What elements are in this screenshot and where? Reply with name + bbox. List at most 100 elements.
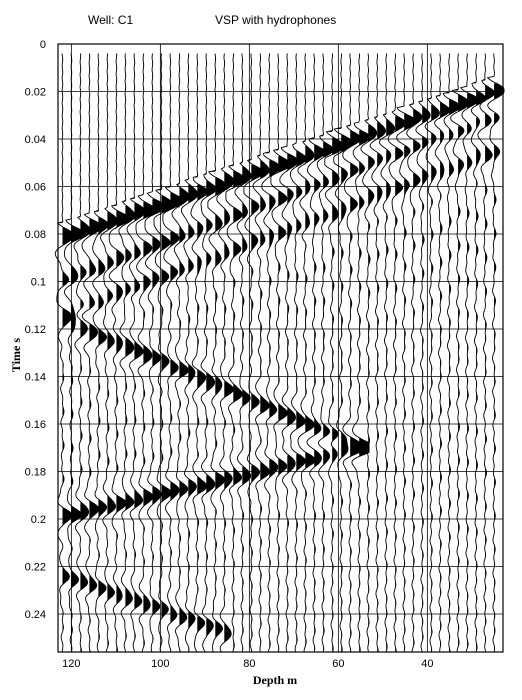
trace-line: [207, 53, 226, 653]
x-axis-title: Depth m: [253, 673, 297, 687]
plot-area: 0 0.02 0.04 0.06 0.08 0.1 0.12 0.14 0.16 0.18 0.2 0…: [25, 39, 505, 670]
trace-line: [297, 53, 316, 652]
trace: [118, 53, 136, 653]
trace-line: [396, 53, 415, 653]
trace: [486, 53, 505, 653]
trace-line: [442, 53, 460, 653]
trace: [207, 53, 226, 653]
trace-fill: [111, 53, 127, 652]
x-tick-label: 100: [151, 658, 169, 670]
trace-fill: [273, 57, 289, 653]
trace-fill: [492, 57, 504, 653]
y-tick-label: 0.1: [31, 277, 46, 289]
trace-line: [470, 53, 487, 653]
trace-fill: [208, 56, 226, 640]
trace-line: [369, 53, 386, 652]
trace-fill: [263, 53, 280, 650]
trace: [470, 53, 487, 653]
grid-lines: [58, 43, 503, 652]
trace: [477, 53, 496, 653]
trace: [333, 53, 352, 653]
trace-fill: [240, 57, 252, 653]
trace-fill: [130, 60, 145, 653]
x-tick-label: 80: [243, 658, 255, 670]
trace-fill: [203, 53, 217, 638]
trace-line: [450, 53, 469, 653]
trace-line: [270, 53, 289, 653]
trace-line: [190, 53, 208, 653]
trace: [63, 53, 82, 653]
trace-fill: [285, 53, 298, 644]
trace-fill: [403, 57, 415, 653]
trace: [360, 53, 378, 653]
tick-labels: 0 0.02 0.04 0.06 0.08 0.1 0.12 0.14 0.16 0.18 0.2 0…: [25, 39, 434, 670]
trace: [450, 53, 469, 653]
trace: [324, 53, 343, 653]
trace-fill: [443, 53, 459, 652]
trace-line: [351, 53, 370, 653]
trace-line: [378, 53, 396, 653]
trace: [190, 53, 208, 653]
plot-frame: [57, 43, 504, 653]
trace: [415, 53, 431, 653]
trace-fill: [94, 53, 109, 652]
well-label: Well: C1: [88, 13, 133, 27]
trace-line: [252, 53, 270, 653]
trace: [406, 53, 423, 652]
trace: [279, 53, 298, 653]
trace: [252, 53, 270, 653]
trace-fill: [155, 53, 172, 645]
trace-line: [306, 53, 325, 653]
trace: [460, 53, 478, 653]
y-tick-label: 0.06: [25, 182, 46, 194]
trace: [171, 53, 190, 653]
trace-line: [261, 53, 280, 653]
trace: [387, 53, 406, 652]
trace-line: [135, 53, 154, 653]
traces: [54, 53, 505, 653]
trace: [396, 53, 415, 653]
y-tick-label: 0.22: [25, 562, 46, 574]
trace: [225, 53, 244, 653]
trace-fill: [383, 53, 395, 652]
trace-line: [434, 53, 451, 653]
trace-line: [387, 53, 406, 652]
trace-line: [153, 53, 172, 653]
trace-line: [54, 53, 73, 653]
trace: [180, 53, 199, 653]
trace-line: [243, 53, 262, 653]
trace-fill: [88, 54, 100, 652]
trace: [234, 53, 252, 653]
trace-line: [486, 53, 505, 653]
trace: [216, 53, 235, 653]
trace: [73, 53, 91, 652]
trace-fill: [358, 53, 370, 652]
trace-fill: [302, 53, 316, 648]
trace: [92, 53, 109, 653]
trace: [162, 53, 181, 653]
trace: [297, 53, 316, 652]
trace: [153, 53, 172, 653]
y-tick-label: 0.18: [25, 467, 46, 479]
trace-line: [92, 53, 109, 653]
trace: [243, 53, 262, 653]
trace: [135, 53, 154, 653]
trace-fill: [409, 53, 423, 648]
trace: [100, 53, 118, 653]
trace: [342, 53, 361, 652]
trace-line: [162, 53, 181, 653]
y-tick-label: 0.12: [25, 324, 46, 336]
trace-line: [63, 53, 82, 653]
trace: [442, 53, 460, 653]
trace: [378, 53, 396, 653]
trace: [81, 53, 100, 653]
trace-fill: [334, 53, 352, 652]
trace-line: [100, 53, 118, 653]
trace-fill: [257, 54, 270, 652]
y-axis-title: Time s: [9, 338, 23, 372]
trace-line: [406, 53, 423, 652]
trace-line: [460, 53, 478, 653]
trace-fill: [176, 53, 190, 652]
trace-fill: [326, 53, 343, 652]
